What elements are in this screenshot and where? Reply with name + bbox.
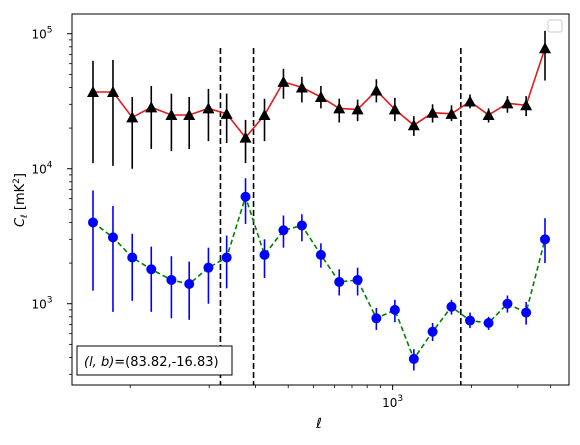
data-point-circle xyxy=(521,307,532,318)
data-point-triangle xyxy=(351,103,364,115)
data-point-triangle xyxy=(388,103,401,115)
data-point-triangle xyxy=(239,131,252,143)
data-point-circle xyxy=(127,252,138,263)
data-point-circle xyxy=(483,317,494,328)
data-point-triangle xyxy=(501,97,514,109)
data-point-circle xyxy=(146,264,157,275)
data-point-triangle xyxy=(370,84,383,96)
data-point-triangle xyxy=(333,102,346,114)
axes-frame xyxy=(71,13,570,386)
data-point-circle xyxy=(203,262,214,273)
x-tick-label: 103 xyxy=(382,394,403,410)
annotation-frame xyxy=(76,345,233,376)
data-point-circle xyxy=(315,249,326,260)
x-axis-label: ℓ xyxy=(315,416,322,432)
series-1 xyxy=(87,30,551,169)
data-point-circle xyxy=(540,234,550,245)
data-point-circle xyxy=(502,298,513,309)
data-point-circle xyxy=(408,353,419,364)
annotation-box: (l, b)=(83.82,-16.83) xyxy=(76,345,233,376)
data-point-triangle xyxy=(277,75,290,87)
plot-area xyxy=(87,30,551,385)
data-point-triangle xyxy=(87,86,99,98)
data-point-triangle xyxy=(539,42,551,54)
y-tick-label: 103 xyxy=(31,296,52,312)
data-point-circle xyxy=(464,315,475,326)
data-point-triangle xyxy=(106,86,119,98)
data-point-triangle xyxy=(314,90,327,102)
data-point-circle xyxy=(88,217,98,228)
data-point-triangle xyxy=(126,111,139,123)
data-point-circle xyxy=(278,225,289,236)
data-point-triangle xyxy=(258,109,271,121)
legend-box xyxy=(547,19,563,33)
data-point-triangle xyxy=(145,101,158,113)
data-point-triangle xyxy=(183,109,196,121)
data-point-triangle xyxy=(426,106,439,118)
data-point-circle xyxy=(296,220,307,231)
data-point-circle xyxy=(427,326,438,337)
data-point-circle xyxy=(240,191,251,202)
data-point-triangle xyxy=(202,102,215,114)
data-point-triangle xyxy=(463,95,476,107)
data-point-triangle xyxy=(295,81,308,93)
data-point-triangle xyxy=(482,109,495,121)
y-tick-label: 104 xyxy=(31,161,52,177)
data-point-circle xyxy=(352,274,363,285)
data-point-triangle xyxy=(220,107,233,119)
data-point-circle xyxy=(107,232,118,243)
y-tick-label: 105 xyxy=(31,26,52,42)
data-point-circle xyxy=(166,274,177,285)
data-point-circle xyxy=(334,276,345,287)
axis-ticks: 103 104 105 103 xyxy=(31,26,552,410)
y-axis-label: Cℓ [mK2] xyxy=(12,173,30,227)
data-point-triangle xyxy=(520,99,533,111)
data-point-circle xyxy=(259,249,270,260)
series-2 xyxy=(88,178,550,371)
data-point-circle xyxy=(184,278,195,289)
data-point-triangle xyxy=(165,109,178,121)
data-point-circle xyxy=(389,304,400,315)
data-point-triangle xyxy=(407,119,420,131)
data-point-circle xyxy=(221,252,232,263)
data-point-triangle xyxy=(445,107,458,119)
data-point-circle xyxy=(446,301,457,312)
data-point-circle xyxy=(371,313,382,324)
annotation-text: (l, b)=(83.82,-16.83) xyxy=(84,355,219,370)
